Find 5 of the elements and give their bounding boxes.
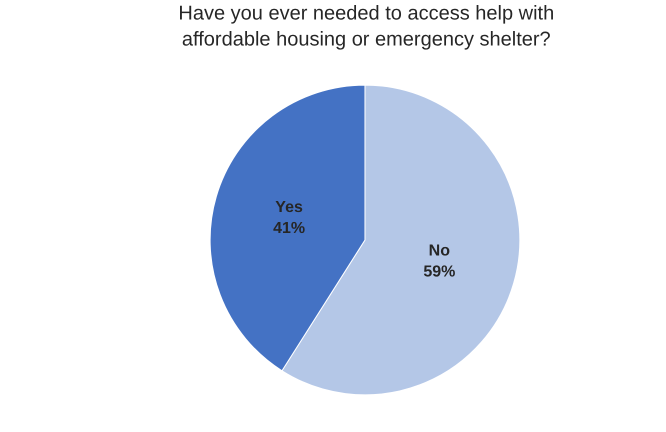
slice-label: Yes (275, 199, 303, 216)
data-label: 41% (273, 220, 306, 237)
slice-label: No (428, 242, 450, 260)
data-label: 59% (423, 263, 456, 280)
chart-title: Have you ever needed to access help with affordable housing or emergency shelter? (178, 2, 554, 50)
